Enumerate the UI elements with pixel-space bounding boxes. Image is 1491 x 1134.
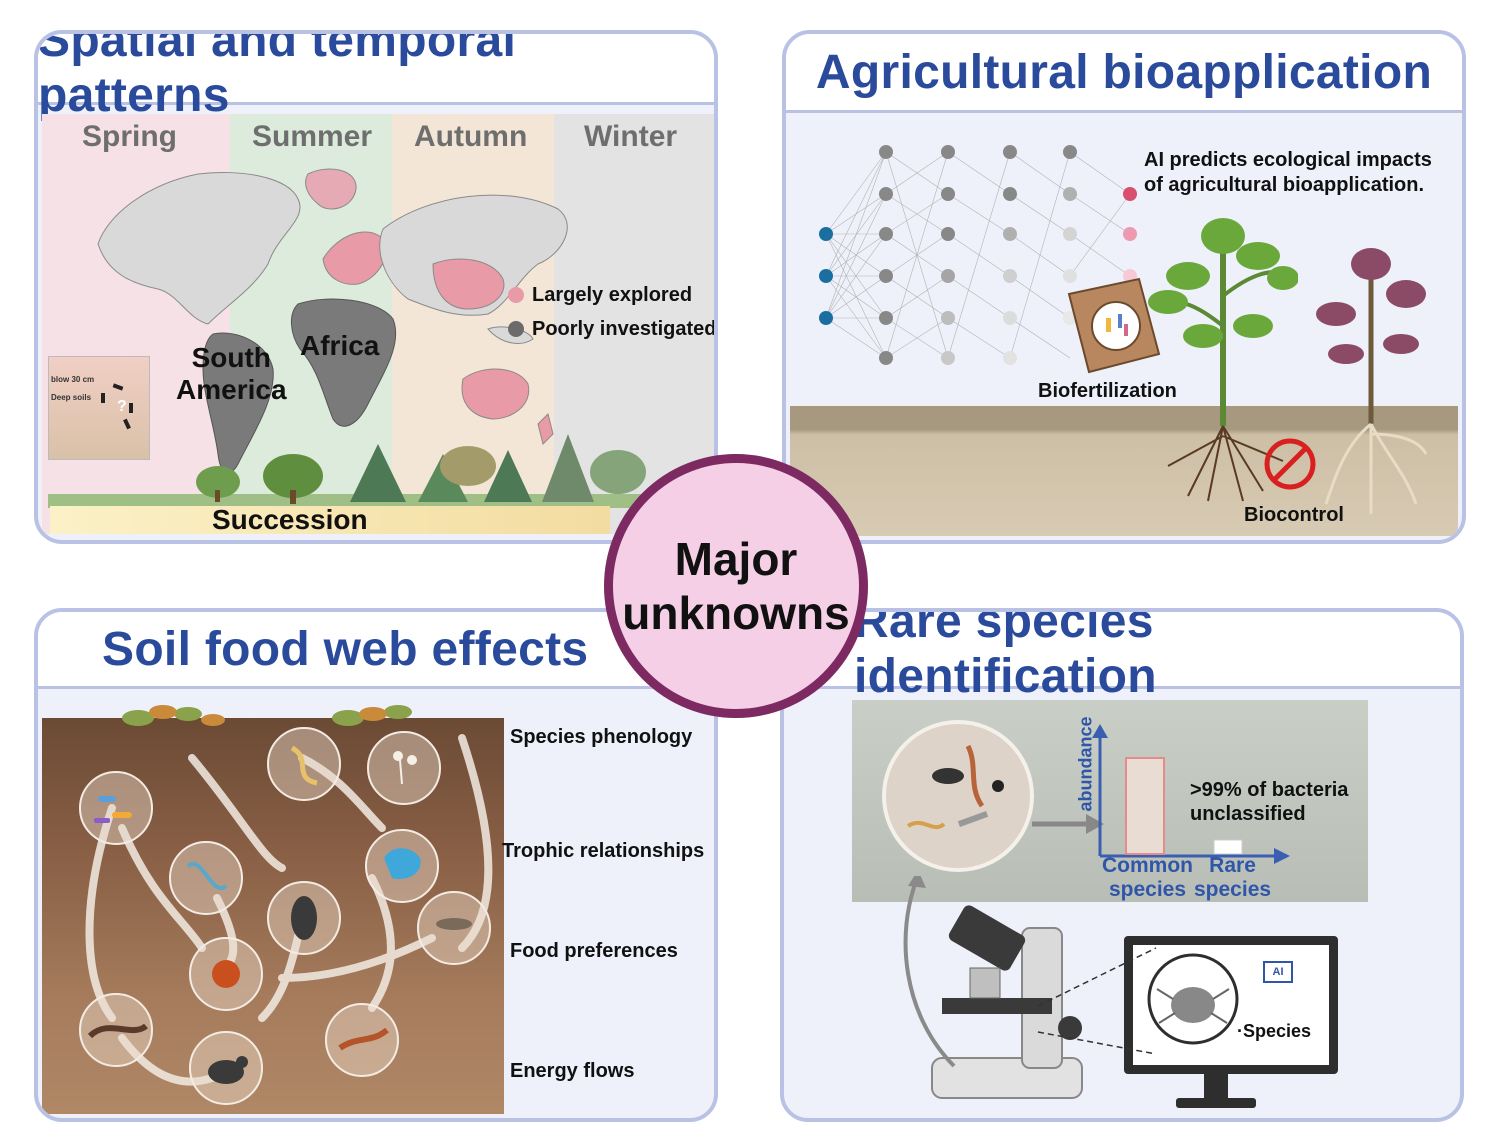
season-label-winter: Winter [584, 120, 678, 153]
inset-depth-label: blow 30 cm [51, 375, 95, 384]
diseased-plant-icon [1316, 248, 1428, 514]
label-africa: Africa [300, 330, 380, 361]
mite-specimen-icon [1147, 953, 1239, 1045]
continent-europe [322, 231, 387, 285]
region-new-zealand [537, 413, 554, 445]
season-label-summer: Summer [252, 120, 373, 153]
common-species-bar [1125, 757, 1165, 855]
continent-africa [291, 298, 397, 427]
label-south-america: South America [176, 342, 287, 405]
leaf-litter [122, 705, 412, 726]
species-label: ·Species [1237, 1021, 1312, 1041]
monitor-stand [1204, 1074, 1228, 1100]
monitor-base [1176, 1098, 1256, 1108]
label-trophic-relationships: Trophic relationships [502, 840, 705, 862]
label-species-phenology: Species phenology [510, 726, 693, 748]
prohibited-icon [1264, 438, 1316, 490]
bacteria-icon [94, 796, 132, 823]
centipede-icon [338, 1027, 389, 1051]
continent-asia [379, 194, 568, 316]
continent-greenland [305, 168, 357, 210]
healthy-plant-icon [1148, 218, 1298, 502]
major-unknowns-badge: Major unknowns [604, 454, 868, 718]
inset-deep-label: Deep soils [51, 393, 92, 402]
panel-title: Spatial and temporal patterns [38, 34, 714, 122]
mouse-icon [208, 1056, 248, 1084]
succession-bar [50, 506, 610, 534]
x-label-rare: Rare species [1194, 854, 1272, 901]
succession-trees [48, 434, 708, 508]
monitor: AI ·Species [1124, 936, 1338, 1074]
arrow-to-chart [1032, 814, 1104, 834]
legend-largely-explored: Largely explored [508, 284, 692, 307]
neural-network-diagram [819, 145, 1137, 365]
continent-australia [461, 368, 530, 420]
amoeba-icon [384, 848, 421, 880]
rare-species-bar [1213, 839, 1243, 855]
legend-poorly-investigated: Poorly investigated [508, 318, 714, 341]
bacteria-note: >99% of bacteria unclassified [1190, 779, 1349, 825]
soil-sample-circle [882, 720, 1034, 872]
mushroom-icon [393, 751, 417, 785]
panel-title: Soil food web effects [38, 612, 714, 689]
panel-rare-species: Rare species identification abundance >9… [780, 608, 1464, 1122]
sample-arrow [903, 876, 956, 1068]
label-energy-flows: Energy flows [510, 1060, 635, 1082]
label-food-preferences: Food preferences [510, 940, 678, 962]
abundance-chart [1092, 724, 1290, 864]
badge-line-2: unknowns [622, 587, 850, 639]
springtail-icon [436, 918, 472, 930]
food-web-diagram [79, 727, 493, 1105]
svg-text:?: ? [117, 398, 127, 415]
microscope-icon [931, 905, 1083, 1099]
earthworm-icon [87, 1023, 148, 1039]
season-label-autumn: Autumn [414, 120, 528, 153]
biocontrol-label: Biocontrol [1244, 504, 1344, 526]
world-map [97, 168, 568, 474]
succession-label: Succession [212, 504, 368, 535]
fertilizer-bag-icon [1067, 277, 1161, 374]
panel-soil-food-web: Soil food web effects [34, 608, 718, 1122]
panel-agricultural-bioapplication: Agricultural bioapplication AI predicts … [782, 30, 1466, 544]
soil-depth-inset: blow 30 cm Deep soils ? [48, 356, 150, 460]
fungi-icon [290, 745, 318, 786]
zoom-lines [1037, 947, 1157, 1055]
soil-ground [790, 406, 1458, 536]
x-label-common: Common species [1102, 854, 1193, 901]
continent-north-america [97, 171, 301, 325]
mite-icon [212, 960, 240, 988]
season-label-spring: Spring [82, 120, 177, 153]
region-china [432, 258, 505, 310]
badge-line-1: Major [674, 533, 798, 585]
panel-title: Agricultural bioapplication [786, 34, 1462, 113]
inset-microbes-icon: ? [101, 383, 133, 430]
isopod-icon [291, 896, 317, 940]
ai-prediction-text: AI predicts ecological impacts of agricu… [1144, 149, 1432, 196]
panel-title: Rare species identification [784, 612, 1460, 703]
legend-dot-gray-icon [508, 321, 524, 337]
biofertilization-label: Biofertilization [1038, 380, 1177, 402]
y-axis-label: abundance [1075, 716, 1096, 812]
panel-spatial-temporal: Spatial and temporal patterns Spring Sum… [34, 30, 718, 544]
nematode-icon [186, 861, 228, 891]
ai-chip-icon: AI [1263, 961, 1293, 983]
legend-dot-pink-icon [508, 287, 524, 303]
